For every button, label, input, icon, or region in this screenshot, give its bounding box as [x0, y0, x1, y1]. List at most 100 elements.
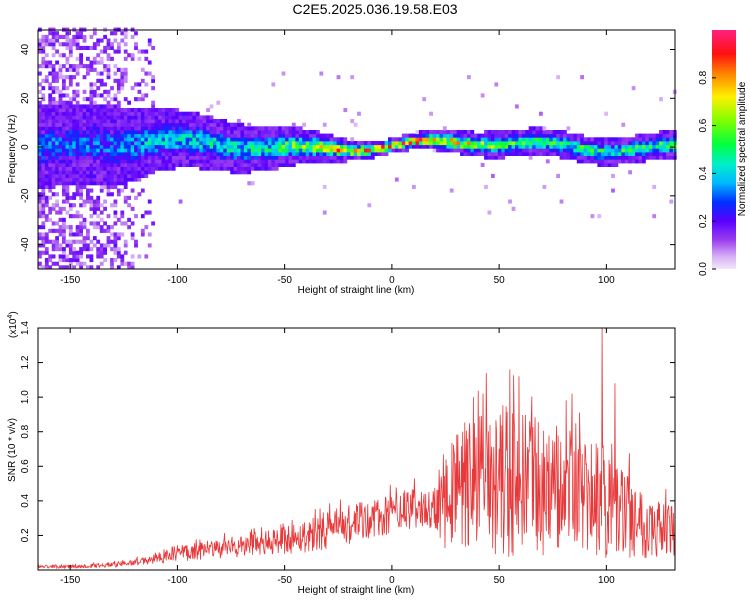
- spectrogram-cell: [257, 162, 262, 167]
- spectrogram-cell: [144, 173, 149, 178]
- spectrogram-cell: [82, 184, 87, 189]
- spectrogram-cell: [51, 133, 56, 138]
- spectrogram-cell: [240, 155, 245, 160]
- spectrogram-cell: [41, 133, 46, 138]
- spectrogram-cell: [604, 141, 608, 146]
- spectrogram-cell: [631, 86, 636, 91]
- spectrogram-cell: [539, 126, 543, 131]
- spectrogram-cell: [144, 144, 149, 149]
- spectrogram-cell: [99, 159, 104, 164]
- spectrogram-cell: [72, 148, 77, 153]
- spectrogram-cell: [134, 31, 138, 36]
- spectrogram-cell: [593, 155, 598, 160]
- spectrogram-cell: [642, 151, 646, 156]
- spectrogram-cell: [62, 93, 66, 98]
- spectrogram-cell: [68, 232, 73, 237]
- spectrogram-cell: [597, 159, 602, 164]
- spectrogram-cell: [96, 148, 101, 153]
- spectrogram-cell: [394, 148, 399, 153]
- spectrogram-cell: [92, 89, 97, 94]
- spectrogram-cell: [322, 148, 327, 153]
- spectrogram-cell: [185, 111, 190, 116]
- spectrogram-cell: [79, 137, 83, 142]
- spectrogram-cell: [449, 130, 454, 135]
- spectrogram-cell: [140, 148, 145, 153]
- spectrogram-cell: [120, 214, 125, 219]
- spectrogram-cell: [113, 155, 118, 160]
- spectrogram-cell: [326, 151, 331, 156]
- spectrogram-cell: [161, 126, 166, 131]
- spectrogram-cell: [617, 148, 622, 153]
- spectrogram-cell: [563, 133, 567, 138]
- spectrogram-cell: [642, 137, 646, 142]
- spectrogram-cell: [267, 144, 272, 149]
- spectrogram-cell: [425, 133, 430, 138]
- spectrogram-cell: [597, 162, 602, 167]
- spectrogram-cell: [243, 126, 248, 131]
- spectrogram-cell: [388, 137, 392, 142]
- spectrogram-cell: [68, 108, 73, 113]
- spectrogram-cell: [62, 122, 66, 127]
- spectrogram-cell: [624, 159, 629, 164]
- spectrogram-cell: [41, 199, 46, 204]
- spectrogram-cell: [51, 75, 56, 80]
- spectrogram-cell: [587, 141, 591, 146]
- spectrogram-cell: [58, 53, 63, 58]
- spectrogram-cell: [195, 119, 200, 124]
- spectrogram-cell: [364, 151, 368, 156]
- spectrogram-cell: [137, 122, 142, 127]
- spectrogram-cell: [89, 166, 94, 171]
- spectrogram-cell: [291, 122, 296, 127]
- spectrogram-cell: [580, 144, 584, 149]
- spectrogram-cell: [549, 133, 554, 138]
- spectrogram-cell: [120, 71, 125, 76]
- spectrogram-cell: [75, 232, 80, 237]
- spectrogram-cell: [497, 155, 502, 160]
- spectrogram-cell: [72, 195, 77, 200]
- spectrogram-cell: [216, 133, 221, 138]
- spectrogram-cell: [501, 133, 506, 138]
- spectrogram-cell: [343, 148, 348, 153]
- spectrogram-cell: [58, 93, 63, 98]
- spectrogram-cell: [477, 144, 482, 149]
- spectrogram-cell: [89, 60, 94, 65]
- spectrogram-cell: [254, 133, 258, 138]
- spectrogram-cell: [151, 155, 155, 160]
- spectrogram-cell: [65, 45, 70, 50]
- spectrogram-cell: [55, 144, 59, 149]
- spectrogram-cell: [147, 115, 152, 120]
- spectrogram-cell: [72, 232, 77, 237]
- spectrogram-cell: [123, 199, 128, 204]
- spectrogram-cell: [75, 166, 80, 171]
- spectrogram-cell: [106, 104, 111, 109]
- spectrogram-cell: [642, 159, 646, 164]
- spectrogram-cell: [44, 133, 49, 138]
- spectrogram-cell: [412, 137, 416, 142]
- spectrogram-cell: [257, 137, 262, 142]
- spectrogram-cell: [178, 144, 183, 149]
- spectrogram-cell: [446, 133, 451, 138]
- spectrogram-cell: [254, 148, 258, 153]
- spectrogram-cell: [285, 159, 289, 164]
- spectrogram-cell: [391, 148, 396, 153]
- spectrogram-cell: [127, 130, 131, 135]
- spectrogram-cell: [202, 141, 207, 146]
- spectrogram-cell: [494, 141, 499, 146]
- spectrogram-cell: [92, 206, 97, 211]
- spectrogram-cell: [116, 217, 121, 222]
- spectrogram-cell: [412, 133, 416, 138]
- spectrogram-cell: [453, 141, 457, 146]
- spectrogram-cell: [154, 148, 159, 153]
- spectrogram-cell: [116, 247, 121, 252]
- spectrogram-cell: [593, 144, 598, 149]
- spectrogram-cell: [130, 34, 135, 39]
- spectrogram-cell: [38, 141, 42, 146]
- spectrogram-cell: [422, 137, 427, 142]
- spectrogram-cell: [487, 151, 492, 156]
- spectrogram-cell: [55, 148, 59, 153]
- spectrogram-cell: [175, 119, 180, 124]
- spectrogram-cell: [65, 93, 70, 98]
- spectrogram-cell: [264, 141, 269, 146]
- spectrogram-cell: [415, 130, 420, 135]
- spectrogram-cell: [487, 141, 492, 146]
